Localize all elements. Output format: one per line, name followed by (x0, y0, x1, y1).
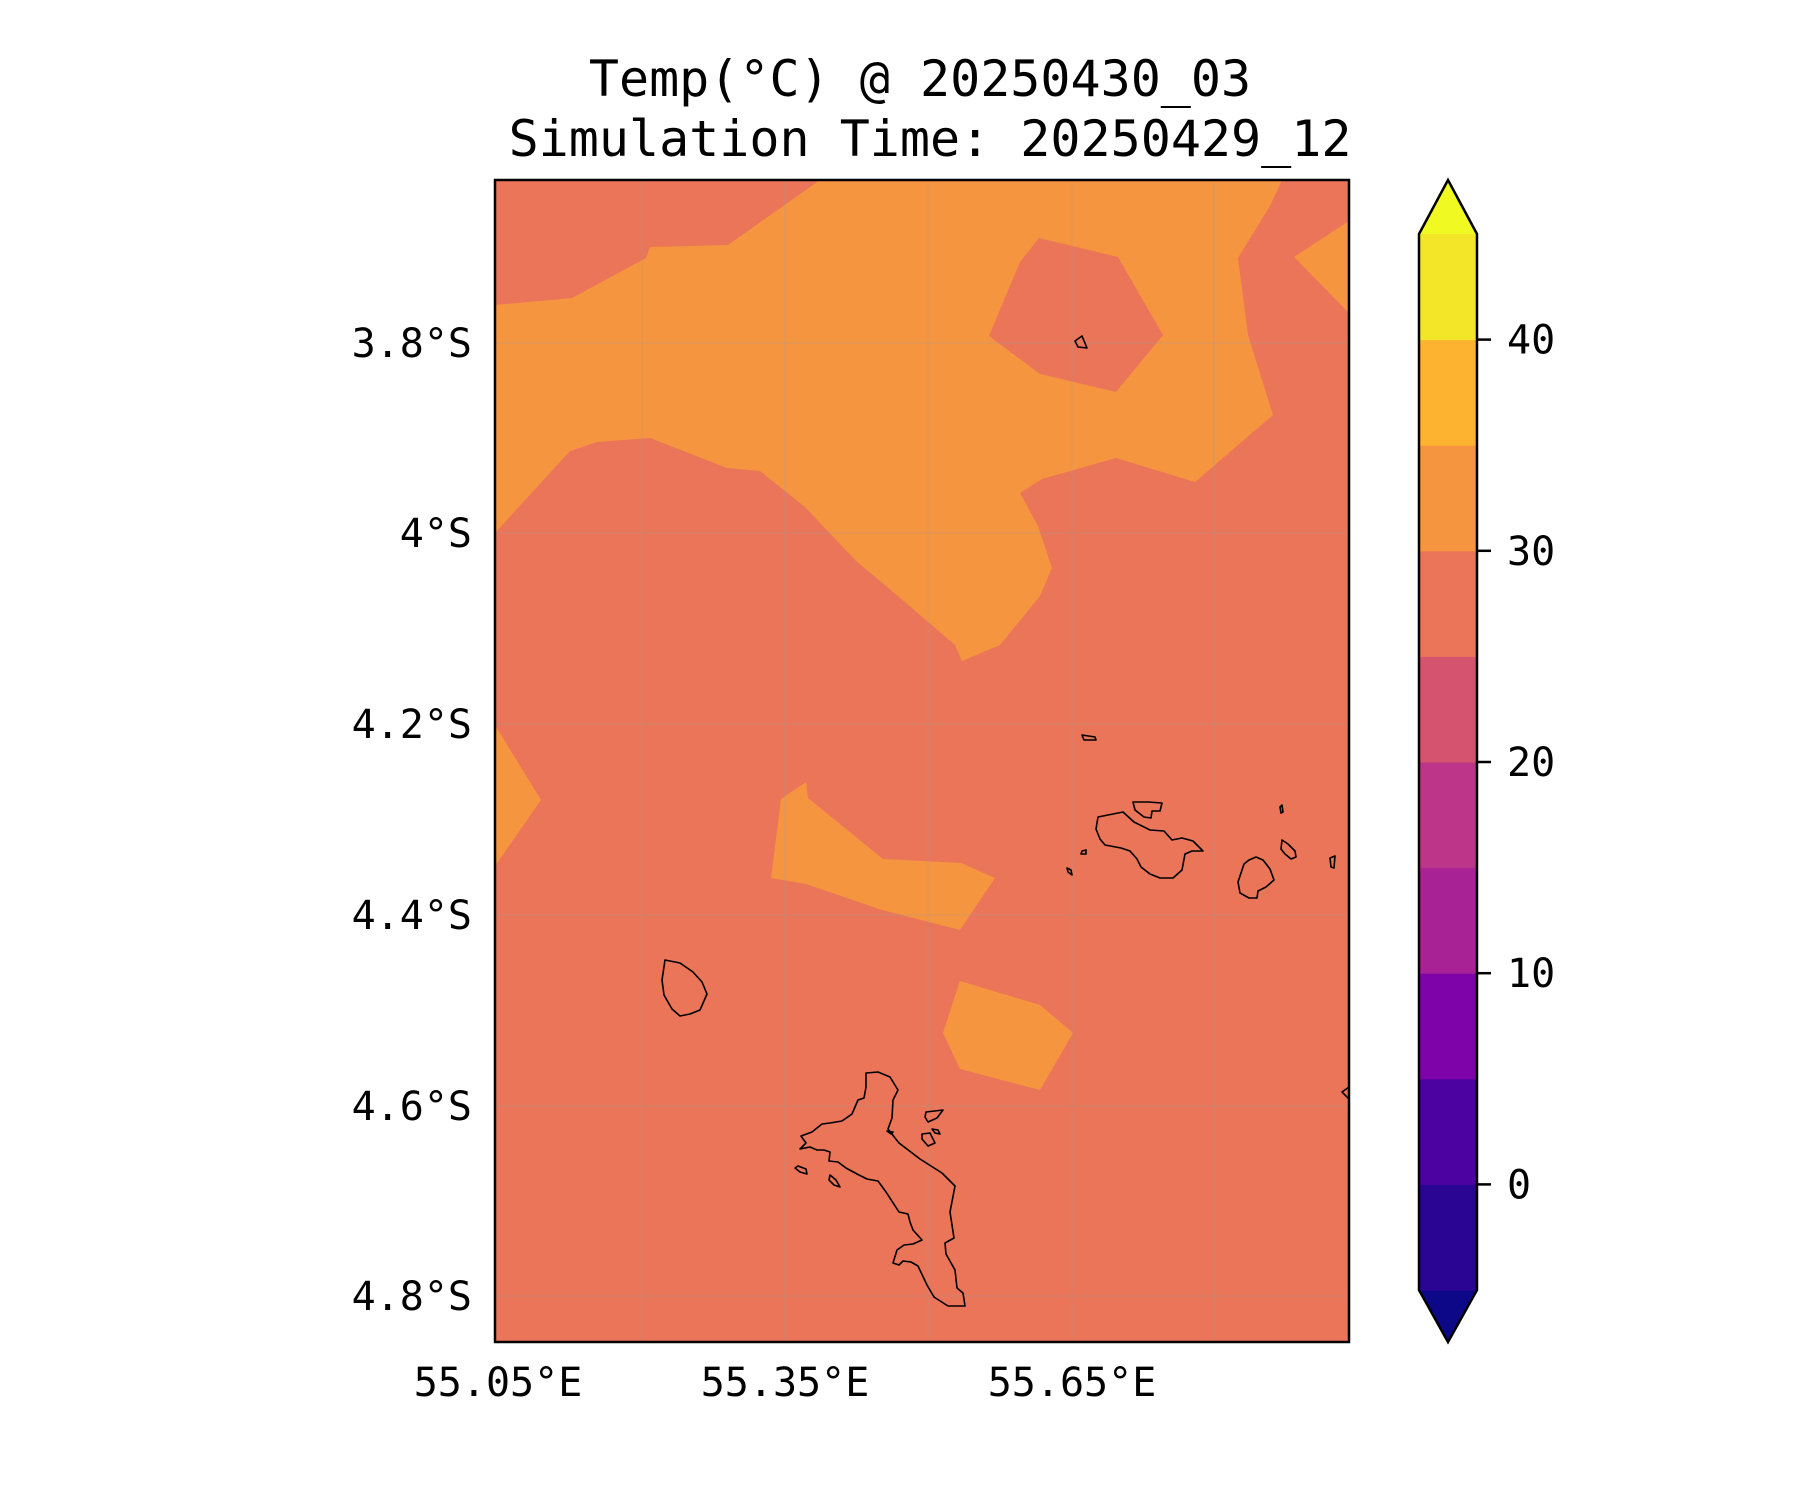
colorbar-band (1419, 867, 1477, 974)
lat-tick-label: 4.2°S (352, 702, 472, 748)
lon-tick-label: 55.65°E (988, 1360, 1157, 1406)
colorbar-band (1419, 234, 1477, 341)
islet-therese-coastline (794, 1165, 808, 1175)
colorbar-tick-label: 40 (1507, 318, 1555, 364)
lat-tick-label: 4.8°S (352, 1274, 472, 1320)
colorbar-tick-label: 0 (1507, 1162, 1531, 1208)
colorbar-bands (1419, 180, 1477, 1342)
lat-tick-label: 4.4°S (352, 893, 472, 939)
lat-tick-label: 4°S (400, 511, 472, 557)
colorbar-band (1419, 1184, 1477, 1291)
lat-tick-label: 4.6°S (352, 1084, 472, 1130)
islet-conception-coastline (828, 1174, 841, 1188)
colorbar-extend-min (1419, 1290, 1477, 1342)
islet-aride-coastline (1279, 804, 1284, 814)
colorbar-tick-label: 30 (1507, 529, 1555, 575)
islet-cerf-coastline (921, 1132, 936, 1147)
colorbar-band (1419, 656, 1477, 763)
contour-region-30-35-north (495, 180, 1282, 661)
gridlines (495, 180, 1349, 1342)
colorbar-outline (1417, 177, 1479, 1345)
islet-moyenne-coastline (931, 1128, 941, 1135)
colorbar-extend-max (1419, 180, 1477, 234)
islet-north-coastline (1074, 335, 1088, 349)
island-curieuse-coastline (1132, 801, 1163, 819)
island-silhouette-coastline (661, 959, 708, 1017)
coastlines (661, 335, 1350, 1307)
island-felicite-coastline (1280, 839, 1297, 860)
contour-region-30-35-south (943, 981, 1073, 1090)
map-title: Temp(°C) @ 20250430_03 (589, 50, 1251, 108)
island-la-digue-coastline (1237, 856, 1275, 899)
map-panel (493, 178, 1351, 1344)
contour-region-30-35-central (771, 782, 995, 930)
islet-mahe-west-coastline (886, 1130, 894, 1135)
islet-denis-reef-coastline (1081, 734, 1097, 741)
map-subtitle: Simulation Time: 20250429_12 (509, 110, 1352, 168)
islet-ste-anne-coastline (924, 1109, 944, 1123)
colorbar-band (1419, 1078, 1477, 1185)
contour-region-30-35-west (495, 725, 541, 866)
colorbar-band (1419, 445, 1477, 552)
island-mahe-coastline (799, 1071, 966, 1307)
latitude-axis: 3.8°S 4°S 4.2°S 4.4°S 4.6°S 4.8°S (352, 321, 472, 1320)
map-frame (493, 178, 1351, 1344)
lon-tick-label: 55.35°E (701, 1360, 870, 1406)
lat-tick-label: 3.8°S (352, 321, 472, 367)
colorbar-band (1419, 550, 1477, 657)
colorbar-band (1419, 973, 1477, 1080)
colorbar-band (1419, 339, 1477, 446)
island-praslin-coastline (1095, 811, 1204, 879)
colorbar: 0 10 20 30 40 (1417, 177, 1555, 1345)
lon-tick-label: 55.05°E (414, 1360, 583, 1406)
colorbar-ticks: 0 10 20 30 40 (1477, 318, 1555, 1208)
islet-cousine-coastline (1066, 867, 1073, 876)
longitude-axis: 55.05°E 55.35°E 55.65°E (414, 1360, 1157, 1406)
colorbar-tick-label: 20 (1507, 740, 1555, 786)
island-marianne-coastline (1329, 855, 1336, 869)
contour-region-30-35-northeast (1294, 221, 1349, 313)
islet-cousin-coastline (1080, 849, 1087, 855)
colorbar-tick-label: 10 (1507, 951, 1555, 997)
colorbar-band (1419, 762, 1477, 869)
